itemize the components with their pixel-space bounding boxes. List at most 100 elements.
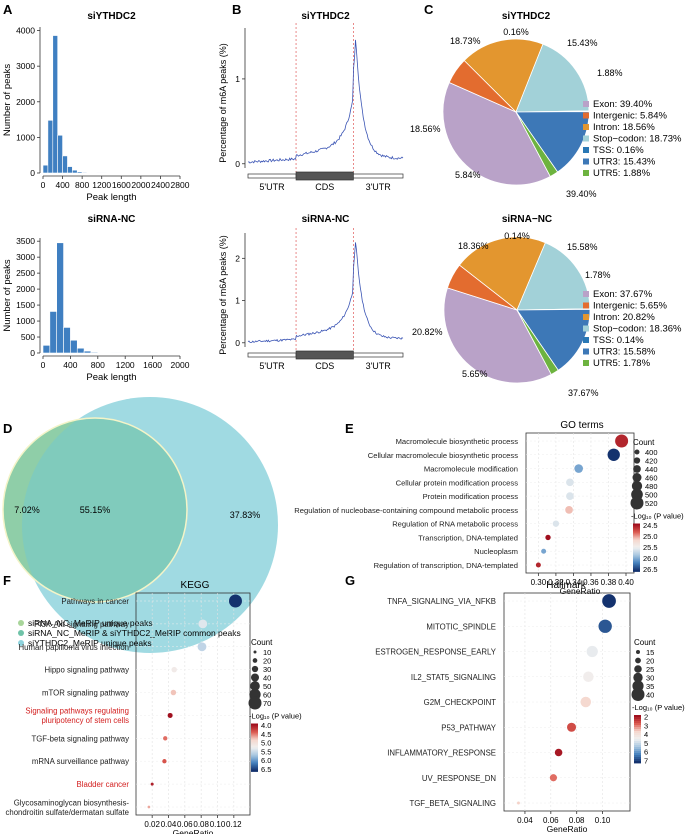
legend-color-bar-step [633,559,640,562]
legend-label: Intron: 18.56% [593,122,655,133]
term-label: IL2_STAT5_SIGNALING [411,673,496,682]
legend-color-bar-step [633,535,640,538]
legend-color-bar-step [633,563,640,566]
legend-size-dot [633,465,641,473]
legend-color-bar-step [633,533,640,536]
data-point [566,492,574,500]
legend-color-bar-step [251,739,258,742]
x-tick-label: 0.06 [543,816,559,825]
histogram-bar [76,347,85,354]
legend-color-bar-step [633,551,640,554]
histogram-bar [56,242,64,354]
data-point [580,696,592,708]
x-tick-label: 0.10 [595,816,611,825]
cds-bar [295,350,354,360]
legend-color-bar-step [634,729,641,732]
legend-size-dot [251,673,259,682]
legend-color-bar-step [633,539,640,542]
legend-color-bar-step [251,723,258,726]
legend-size-label: 35 [646,682,654,691]
data-point [586,645,598,658]
panel-label-f: F [3,573,11,588]
x-tick-label: 0.40 [618,578,634,587]
venn-region-value: 55.15% [80,505,111,515]
pie-slice-utr5 [516,309,559,375]
legend-color-bar-step [634,747,641,750]
x-tick-label: 0.10 [210,820,226,829]
legend-swatch [583,302,589,309]
legend-size-dot [631,688,645,701]
legend-size-dot [634,665,642,673]
legend-color-bar-step [251,753,258,756]
legend-color-label: 6.5 [261,765,271,774]
legend-size-dot [633,672,643,683]
legend-label: siYTHDC2_MeRIP unique peaks [28,638,152,648]
legend-label: Intergenic: 5.65% [593,301,667,312]
y-tick-label: 2500 [16,268,35,278]
legend-size-label: 25 [646,665,654,674]
x-axis-label: GeneRatio [173,828,214,834]
y-tick-label: 3500 [16,236,35,246]
legend-size-label: 480 [645,482,658,491]
y-tick-label: 0 [235,159,240,169]
term-label: Transcription, DNA-templated [418,533,518,542]
legend-size-label: 520 [645,499,658,508]
x-tick-label: 0.38 [601,578,617,587]
legend-swatch [583,325,589,332]
legend-swatch [583,158,589,165]
legend-color-label: 6 [644,748,648,757]
legend-color-bar-step [251,737,258,740]
legend-color-bar-step [633,531,640,534]
pie-slice-label: 0.14% [504,231,530,241]
legend-color-bar-step [634,735,641,738]
chart-title: siRNA-NC [88,214,136,225]
legend-color-label: 25.5 [643,543,658,552]
metagene-siythdc2: siYTHDC2 0 1 Percentage of m6A peaks (%) 5'U… [218,11,404,192]
pie-sirna-nc: siRNA−NC 37.67% 5.65% 20.82% 18.36% 0.14% 15.5… [412,214,682,398]
pie-slice-label: 39.40% [566,189,597,199]
data-point [541,548,547,554]
histogram-sirna-nc: siRNA-NC 0 400 800 1200 1600 2000 0 500 1000 1500 2… [2,214,190,383]
legend-color-bar-step [633,553,640,556]
legend-color-bar-step [633,529,640,532]
legend-swatch [18,640,24,646]
legend-color-bar-step [251,747,258,750]
legend-label: Intergenic: 5.84% [593,111,667,122]
x-tick-label: 800 [91,360,105,370]
pie-slice-exon [443,287,552,384]
legend-color-bar-step [634,721,641,724]
pie-slice-label: 18.56% [410,124,441,134]
legend-color-label: 7 [644,757,648,766]
term-label: pluripotency of stem cells [41,716,129,725]
legend-size-label: 400 [645,448,658,457]
legend-swatch [583,135,589,142]
chart-title: siYTHDC2 [301,11,350,22]
legend-color-bar-step [634,761,641,764]
legend-color-bar-step [634,745,641,748]
utr5-bar [247,173,297,179]
term-label: Hippo signaling pathway [44,666,129,675]
venn-overlap-region [2,417,188,603]
term-label: Cellular macromolecule biosynthetic proc… [368,451,518,460]
legend-color-bar-step [633,547,640,550]
legend-color-bar-step [633,527,640,530]
pie-slice-utr5 [515,111,559,177]
term-label: TNFA_SIGNALING_VIA_NFKB [387,597,496,606]
data-point [554,748,563,757]
term-label: Regulation of RNA metabolic process [392,520,518,529]
legend-color-bar-step [634,727,641,730]
legend-size-label: 40 [263,674,271,683]
legend-label: Exon: 39.40% [593,99,653,110]
legend-size-label: 50 [263,682,271,691]
x-axis-label: GeneRatio [560,586,601,596]
legend-color-bar-step [634,751,641,754]
legend-swatch [583,360,589,366]
legend-color-title: -Log₁₀ (P value) [249,712,302,721]
legend-size-label: 15 [646,648,654,657]
legend-swatch [18,620,24,626]
legend-size-dot [631,480,643,492]
legend-color-label: 26.5 [643,565,658,574]
legend-swatch [18,630,24,636]
legend-color-bar-step [633,565,640,568]
histogram-bar [42,345,51,354]
